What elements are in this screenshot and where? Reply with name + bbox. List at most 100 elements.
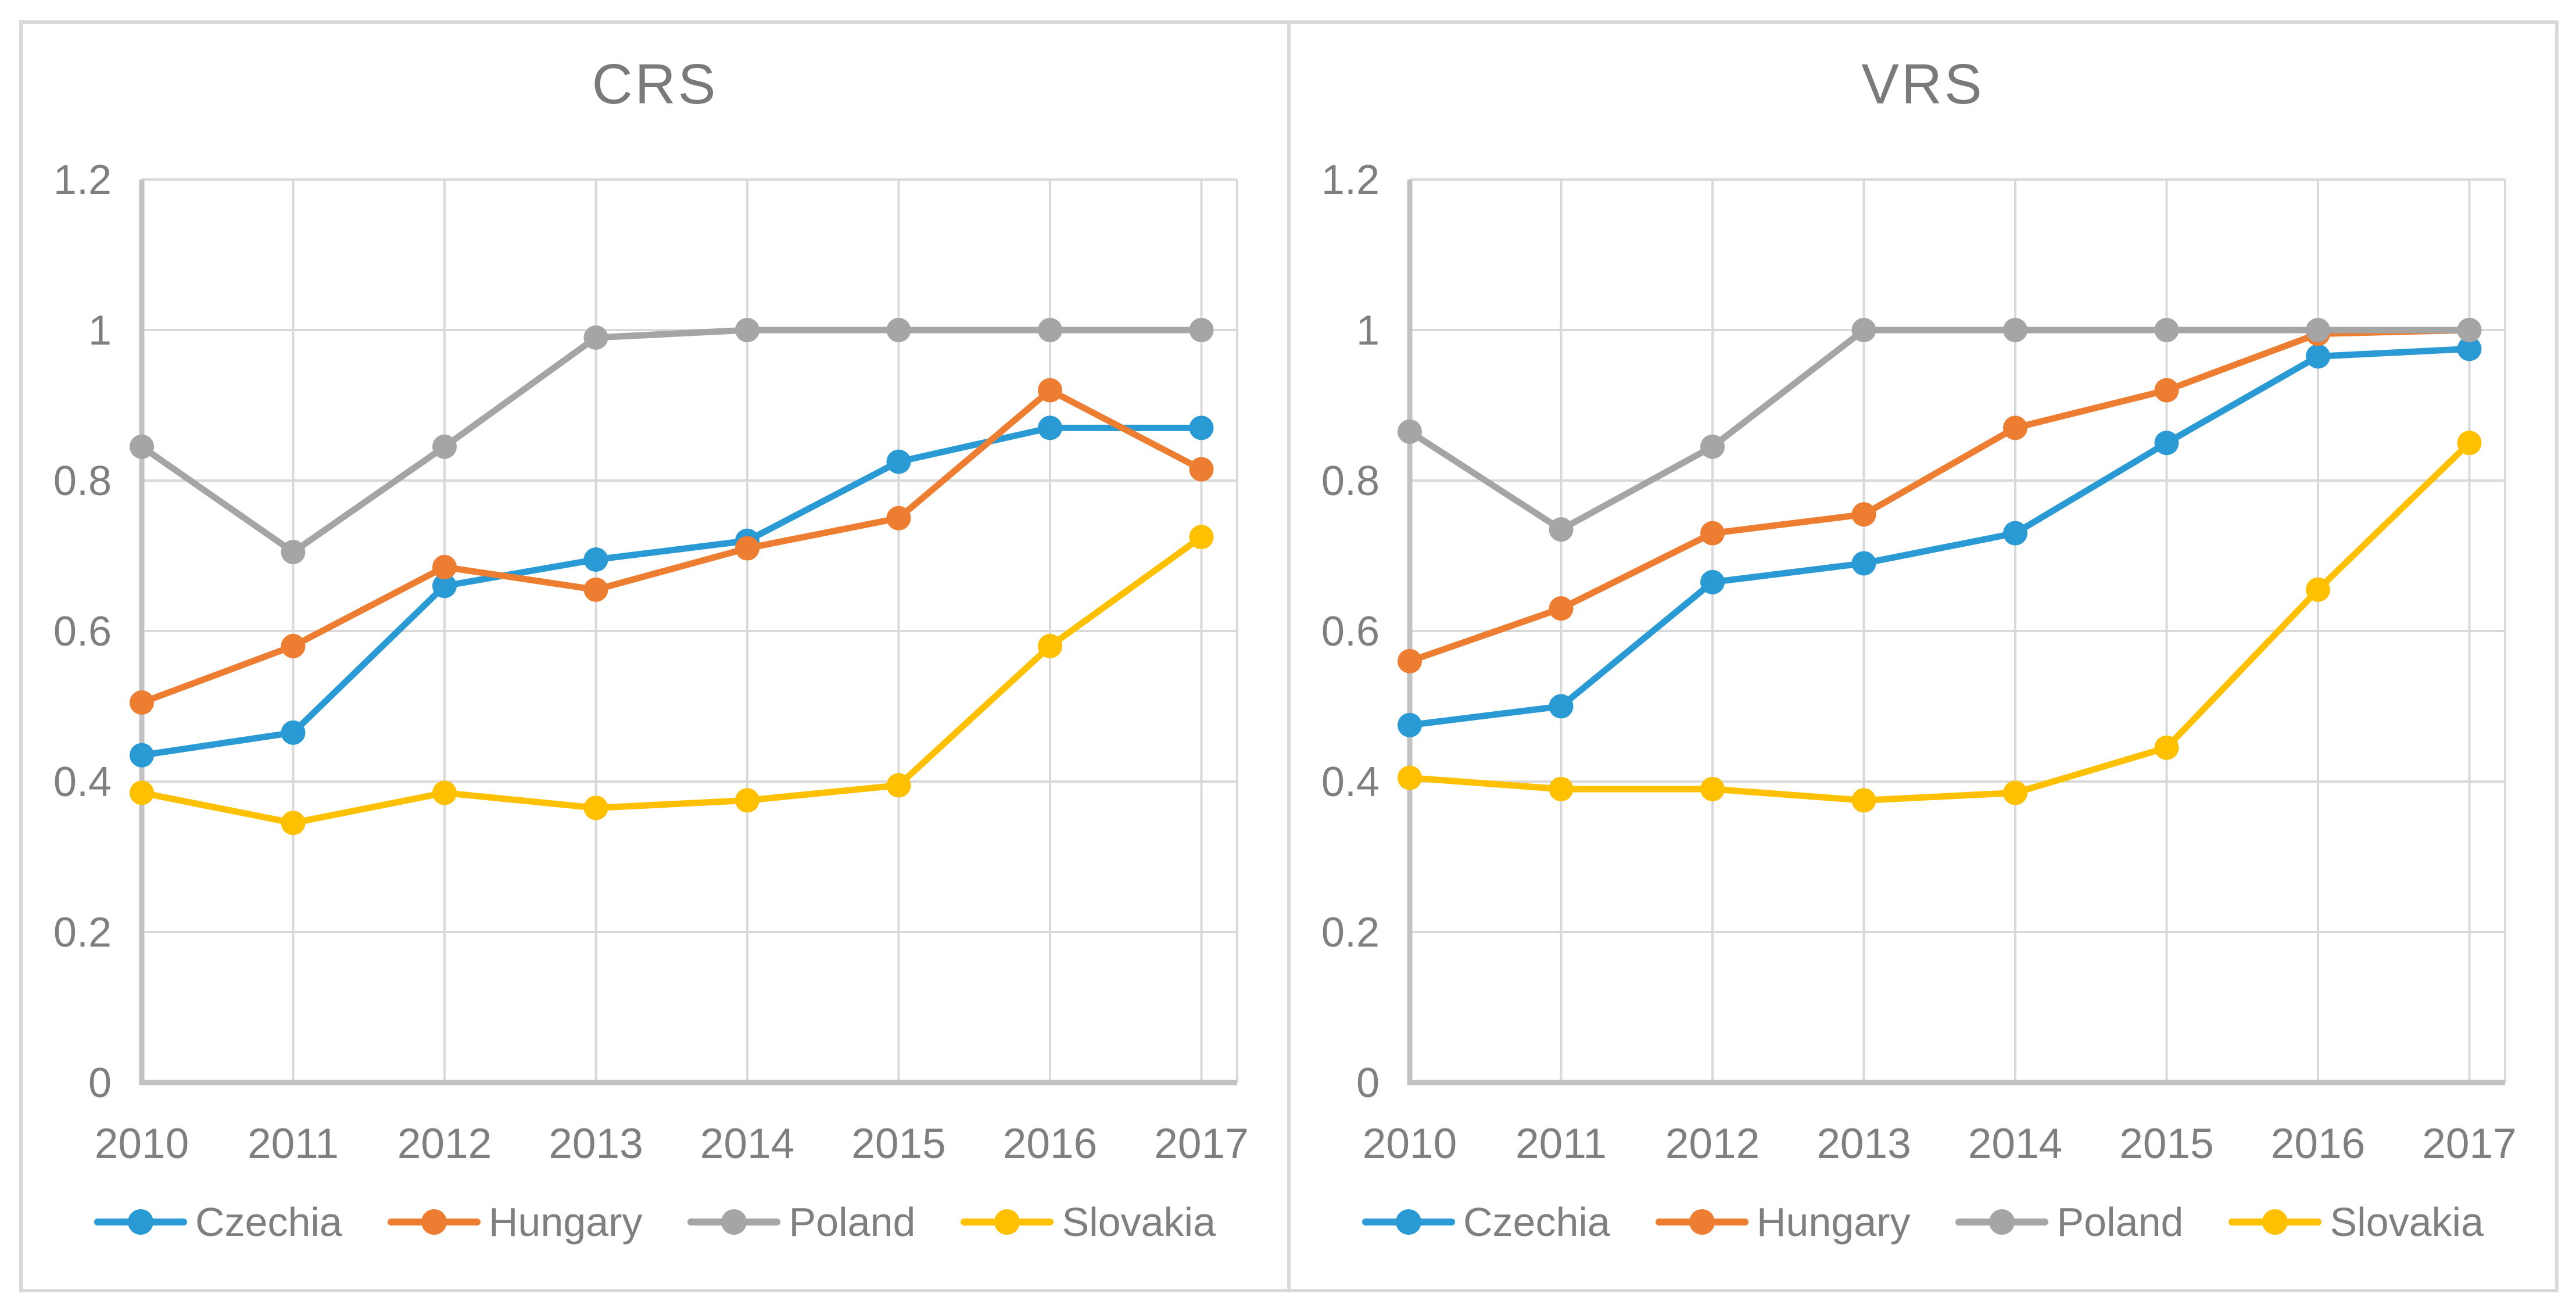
data-point-czechia-2010 [130, 743, 154, 768]
data-point-slovakia-2015 [886, 773, 911, 798]
data-point-poland-2014 [2003, 318, 2027, 342]
svg-text:2013: 2013 [1817, 1120, 1911, 1167]
data-point-slovakia-2012 [1700, 776, 1725, 801]
data-point-poland-2015 [2154, 318, 2179, 342]
data-point-poland-2012 [1700, 434, 1725, 459]
svg-text:0.8: 0.8 [53, 458, 112, 504]
legend-label: Poland [789, 1199, 916, 1245]
data-point-poland-2012 [432, 434, 457, 459]
legend-marker-slovakia-icon [961, 1209, 1054, 1235]
legend-label: Poland [2056, 1199, 2184, 1245]
legend-item-czechia: Czechia [1362, 1199, 1610, 1245]
svg-text:2012: 2012 [1665, 1120, 1760, 1167]
legend-item-poland: Poland [1955, 1199, 2183, 1245]
series-slovakia [130, 525, 1214, 836]
legend-item-czechia: Czechia [94, 1199, 342, 1245]
chart-title-crs: CRS [592, 52, 718, 116]
data-point-czechia-2013 [1851, 551, 1876, 576]
series-czechia [1398, 336, 2482, 737]
data-point-slovakia-2016 [1038, 633, 1062, 658]
data-point-czechia-2013 [583, 547, 608, 572]
data-point-hungary-2012 [1700, 521, 1725, 546]
legend-marker-poland-icon [1955, 1209, 2049, 1235]
data-point-slovakia-2015 [2154, 735, 2179, 760]
y-axis-tick-labels: 0 0.2 0.4 0.6 0.8 1 1.2 [1321, 157, 1380, 1106]
data-point-poland-2016 [1038, 318, 1062, 342]
data-point-hungary-2012 [432, 554, 457, 579]
svg-text:0.4: 0.4 [1321, 759, 1380, 805]
data-point-poland-2011 [1549, 517, 1574, 542]
data-point-czechia-2015 [2154, 431, 2179, 456]
data-point-hungary-2010 [1398, 648, 1422, 673]
data-point-hungary-2015 [886, 506, 911, 531]
series-poland [1398, 318, 2482, 542]
legend-label: Hungary [488, 1199, 643, 1245]
panel-divider [1287, 24, 1291, 1289]
data-point-czechia-2012 [1700, 569, 1725, 594]
data-point-poland-2013 [1851, 318, 1876, 342]
crs-legend: Czechia Hungary Poland Slovakia [23, 1199, 1287, 1245]
data-point-hungary-2015 [2154, 378, 2179, 403]
svg-text:2014: 2014 [700, 1120, 794, 1167]
svg-text:2017: 2017 [1154, 1120, 1248, 1167]
svg-text:2010: 2010 [95, 1120, 189, 1167]
data-point-czechia-2012 [432, 574, 457, 599]
data-point-czechia-2016 [2306, 344, 2330, 369]
svg-text:1.2: 1.2 [53, 157, 112, 203]
data-point-poland-2011 [281, 540, 306, 565]
svg-text:2015: 2015 [851, 1120, 945, 1167]
data-point-slovakia-2014 [735, 788, 759, 813]
data-point-poland-2015 [886, 318, 911, 342]
legend-marker-slovakia-icon [2229, 1209, 2322, 1235]
legend-label: Czechia [1463, 1199, 1610, 1245]
legend-item-hungary: Hungary [387, 1199, 643, 1245]
svg-text:2015: 2015 [2119, 1120, 2213, 1167]
data-point-hungary-2014 [735, 536, 759, 561]
legend-marker-hungary-icon [1655, 1209, 1749, 1235]
data-point-czechia-2011 [1549, 694, 1574, 719]
svg-text:2010: 2010 [1363, 1120, 1457, 1167]
svg-text:0.2: 0.2 [53, 909, 112, 956]
chart-title-vrs: VRS [1861, 52, 1984, 116]
svg-text:2013: 2013 [549, 1120, 643, 1167]
axes [1407, 180, 2505, 1085]
svg-text:0.8: 0.8 [1321, 458, 1380, 504]
svg-text:0.4: 0.4 [53, 759, 112, 805]
x-axis-tick-labels: 2010 2011 2012 2013 2014 2015 2016 2017 [95, 1120, 1249, 1167]
legend-label: Hungary [1756, 1199, 1911, 1245]
data-point-hungary-2016 [1038, 378, 1062, 403]
axes [139, 180, 1237, 1085]
legend-item-slovakia: Slovakia [2229, 1199, 2484, 1245]
y-axis-tick-labels: 0 0.2 0.4 0.6 0.8 1 1.2 [53, 157, 112, 1106]
legend-item-slovakia: Slovakia [961, 1199, 1216, 1245]
legend-marker-czechia-icon [94, 1209, 187, 1235]
data-point-czechia-2015 [886, 449, 911, 474]
series-poland [130, 318, 1214, 565]
svg-text:0.6: 0.6 [53, 608, 112, 655]
data-point-slovakia-2013 [583, 795, 608, 820]
data-point-hungary-2013 [583, 577, 608, 602]
gridlines [1410, 178, 2506, 1083]
svg-text:2017: 2017 [2422, 1120, 2516, 1167]
data-point-hungary-2014 [2003, 415, 2027, 440]
data-point-czechia-2016 [1038, 415, 1062, 440]
data-point-czechia-2010 [1398, 712, 1422, 737]
series-slovakia [1398, 431, 2482, 813]
data-point-hungary-2011 [1549, 596, 1574, 621]
data-point-poland-2017 [2457, 318, 2482, 342]
data-point-poland-2017 [1189, 318, 1214, 342]
series-hungary [130, 378, 1214, 715]
data-point-czechia-2011 [281, 720, 306, 745]
data-point-slovakia-2010 [130, 780, 154, 805]
svg-text:0: 0 [1356, 1060, 1380, 1106]
data-point-czechia-2017 [2457, 336, 2482, 361]
data-point-hungary-2017 [1189, 457, 1214, 482]
legend-marker-hungary-icon [387, 1209, 481, 1235]
data-point-slovakia-2016 [2306, 577, 2330, 602]
data-point-poland-2016 [2306, 318, 2330, 342]
x-axis-tick-labels: 2010 2011 2012 2013 2014 2015 2016 2017 [1363, 1120, 2517, 1167]
data-point-poland-2010 [1398, 419, 1422, 444]
svg-text:0.2: 0.2 [1321, 909, 1380, 956]
